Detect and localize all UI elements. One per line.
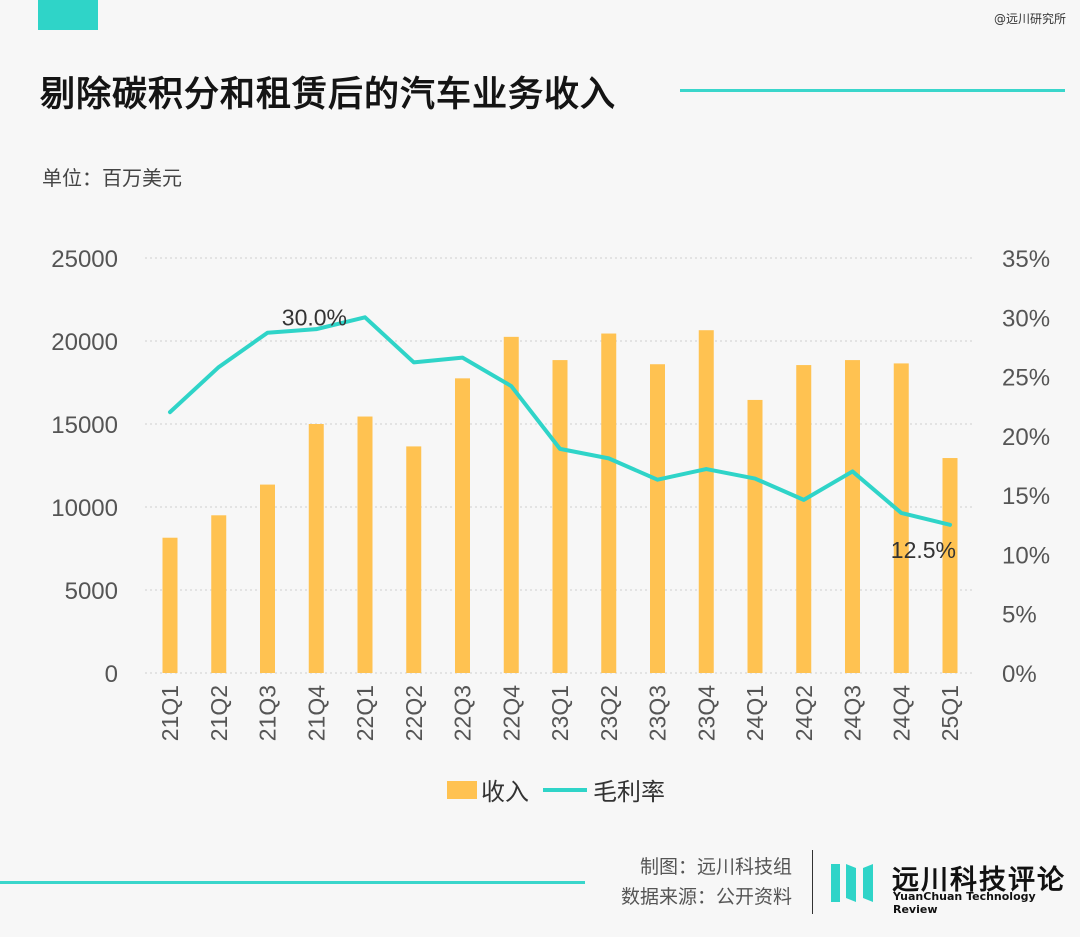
category-tick-label: 21Q3 (255, 685, 281, 741)
left-axis-tick-label: 25000 (51, 246, 118, 273)
margin-point (363, 315, 367, 319)
revenue-margin-chart: 0 5000 10000 15000 20000 25000 0% 5% 10% 15% 20% 2… (51, 246, 1050, 741)
revenue-bar (845, 360, 860, 673)
left-axis-labels: 0 5000 10000 15000 20000 25000 (51, 246, 118, 688)
revenue-bar (211, 515, 227, 673)
footer-rule (0, 881, 585, 884)
revenue-bar (162, 537, 178, 673)
margin-point (948, 523, 952, 527)
page-title: 剔除碳积分和租赁后的汽车业务收入 (40, 75, 617, 115)
margin-point (168, 410, 172, 414)
legend-bar-swatch (447, 780, 477, 799)
credit-chart-maker: 制图：远川科技组 (639, 856, 792, 878)
margin-point (607, 456, 611, 460)
right-axis-labels: 0% 5% 10% 15% 20% 25% 30% 35% (1002, 246, 1050, 688)
margin-point (899, 511, 903, 515)
margin-data-label: 30.0% (282, 304, 347, 330)
unit-label: 单位：百万美元 (42, 166, 182, 190)
revenue-bar (650, 364, 665, 673)
margin-line (168, 315, 952, 527)
brand-logo-icon (831, 864, 873, 902)
watermark: @远川研究所 (993, 12, 1066, 26)
category-tick-label: 24Q2 (791, 685, 817, 741)
right-axis-tick-label: 20% (1002, 424, 1050, 451)
category-tick-label: 22Q1 (352, 685, 378, 741)
credit-data-source: 数据来源：公开资料 (620, 886, 792, 908)
revenue-bars (162, 330, 958, 673)
revenue-bar (260, 484, 275, 673)
left-axis-tick-label: 20000 (51, 329, 118, 356)
right-axis-tick-label: 10% (1002, 542, 1050, 569)
margin-point (509, 384, 513, 388)
credits: 制图：远川科技组 数据来源：公开资料 (621, 852, 792, 912)
left-axis-tick-label: 5000 (65, 578, 118, 605)
revenue-bar (601, 333, 617, 673)
right-axis-tick-label: 25% (1002, 365, 1050, 392)
legend-revenue-label: 收入 (481, 778, 529, 806)
data-labels: 30.0% 12.5% (282, 304, 956, 563)
brand-name-cn: 远川科技评论 (892, 865, 1066, 896)
right-axis-tick-label: 15% (1002, 483, 1050, 510)
margin-point (217, 365, 221, 369)
category-tick-label: 22Q2 (401, 685, 427, 741)
right-axis-tick-label: 0% (1002, 661, 1037, 688)
right-axis-tick-label: 30% (1002, 305, 1050, 332)
brand-name-en: YuanChuan Technology Review (893, 890, 1036, 916)
category-tick-label: 24Q3 (840, 685, 866, 741)
left-axis-tick-label: 15000 (51, 412, 118, 439)
revenue-bar (893, 363, 909, 673)
category-tick-label: 24Q4 (888, 685, 914, 741)
revenue-bar (747, 399, 763, 673)
category-tick-label: 21Q1 (157, 685, 183, 741)
right-axis-tick-label: 35% (1002, 246, 1050, 273)
category-tick-label: 23Q3 (645, 685, 671, 741)
footer-divider (812, 850, 813, 914)
category-tick-label: 21Q4 (303, 685, 329, 741)
left-axis-tick-label: 0 (105, 661, 118, 688)
category-tick-label: 23Q1 (547, 685, 573, 741)
revenue-bar (308, 424, 324, 673)
right-axis-tick-label: 5% (1002, 602, 1037, 629)
category-tick-label: 22Q4 (498, 685, 524, 741)
corner-accent-block (38, 0, 98, 30)
revenue-bar (406, 446, 422, 673)
revenue-bar (455, 378, 470, 673)
title-rule (680, 89, 1065, 92)
revenue-bar (796, 365, 812, 673)
margin-point (656, 478, 659, 482)
margin-point (753, 477, 757, 481)
revenue-bar (698, 330, 714, 673)
category-tick-label: 22Q3 (450, 685, 476, 741)
legend-margin-label: 毛利率 (593, 778, 665, 806)
legend-item-margin: 毛利率 (543, 772, 665, 807)
margin-point (802, 498, 806, 502)
revenue-bar (552, 360, 568, 673)
category-tick-label: 24Q1 (742, 685, 768, 741)
margin-point (266, 331, 269, 335)
legend-item-revenue: 收入 (447, 772, 529, 807)
revenue-bar (357, 416, 373, 673)
category-tick-label: 25Q1 (937, 685, 963, 741)
margin-point (461, 356, 464, 360)
left-axis-tick-label: 10000 (51, 495, 118, 522)
margin-data-label: 12.5% (891, 537, 956, 563)
chart-legend: 收入 毛利率 (447, 772, 679, 807)
margin-point (704, 467, 708, 471)
category-tick-label: 23Q4 (693, 685, 719, 741)
legend-line-swatch (543, 787, 587, 792)
margin-point (851, 469, 854, 473)
margin-point (314, 327, 318, 331)
revenue-bar (942, 458, 958, 673)
margin-point (412, 360, 416, 364)
category-tick-label: 23Q2 (596, 685, 622, 741)
margin-point (558, 447, 562, 451)
category-tick-label: 21Q2 (206, 685, 232, 741)
revenue-bar (503, 336, 519, 673)
category-axis-labels: 21Q1 21Q2 21Q3 21Q4 22Q1 22Q2 22Q3 22Q4 23Q1 23Q2… (157, 685, 963, 741)
